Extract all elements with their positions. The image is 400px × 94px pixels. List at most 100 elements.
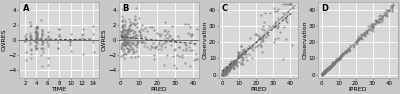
Point (34, 35, 40, 36)
Point (130, 36, 136, 37)
Point (227, 64, 234, 66)
Point (326, 67, 332, 69)
Point (220, 70, 226, 72)
Point (240, 54, 247, 55)
Point (119, 30, 126, 32)
Point (122, 43, 128, 44)
Point (358, 36, 364, 37)
Point (225, 66, 232, 67)
Point (125, 43, 131, 45)
Point (34, 32, 40, 34)
Point (275, 25, 282, 27)
Point (122, 33, 128, 34)
Point (254, 45, 260, 47)
Point (378, 15, 385, 17)
Point (250, 49, 256, 51)
Point (282, 17, 288, 19)
Point (141, 45, 148, 47)
Point (224, 73, 230, 74)
Point (55, 33, 62, 34)
Point (327, 65, 334, 66)
Point (220, 73, 226, 74)
Point (373, 20, 380, 21)
Point (158, 45, 165, 47)
Point (136, 30, 142, 32)
Point (333, 59, 340, 60)
Point (357, 37, 363, 38)
Point (233, 59, 239, 60)
Point (319, 74, 325, 75)
Y-axis label: CWRES: CWRES (2, 29, 7, 51)
Point (44, 36, 51, 37)
Point (220, 74, 226, 75)
Point (34, 27, 40, 28)
X-axis label: TIME: TIME (52, 87, 67, 92)
Point (230, 64, 236, 65)
Point (224, 67, 230, 69)
Point (122, 41, 128, 42)
Point (188, 40, 194, 42)
Point (27, 32, 34, 33)
Point (334, 60, 340, 61)
Point (130, 32, 136, 34)
Point (248, 46, 255, 48)
Point (127, 38, 133, 39)
Point (139, 24, 145, 25)
Point (121, 28, 128, 29)
Point (123, 44, 130, 46)
Point (223, 70, 229, 72)
Point (320, 72, 327, 73)
Point (326, 66, 333, 68)
Point (235, 54, 242, 55)
Point (230, 62, 236, 64)
Point (45, 46, 51, 47)
Point (182, 44, 189, 45)
Point (125, 32, 131, 34)
Point (260, 40, 266, 42)
Point (323, 71, 329, 72)
Point (239, 56, 245, 58)
Point (322, 71, 328, 72)
Point (388, 9, 395, 10)
Point (346, 48, 352, 50)
Point (221, 70, 227, 72)
Point (344, 51, 350, 52)
Point (219, 72, 226, 73)
Point (273, 24, 280, 26)
Point (330, 62, 337, 63)
Point (335, 59, 342, 60)
Point (39, 48, 45, 50)
Point (383, 15, 389, 16)
Point (194, 29, 200, 30)
Point (220, 71, 226, 72)
Point (365, 26, 371, 27)
Point (120, 25, 126, 27)
Point (342, 50, 348, 51)
Point (125, 38, 131, 39)
Point (231, 67, 238, 69)
Point (372, 19, 378, 21)
Point (125, 29, 131, 30)
Point (319, 74, 325, 75)
Point (252, 46, 258, 47)
Point (221, 69, 228, 71)
Point (163, 54, 170, 55)
Point (331, 63, 338, 64)
Point (161, 65, 168, 66)
Point (68, 33, 74, 34)
Point (55, 28, 62, 29)
Point (123, 42, 130, 44)
Point (124, 48, 131, 50)
Point (80, 33, 86, 34)
Point (334, 59, 340, 60)
Point (56, 36, 62, 37)
Point (126, 49, 133, 51)
Point (150, 42, 156, 43)
Point (323, 70, 329, 71)
Point (379, 20, 385, 21)
Point (331, 62, 337, 63)
Point (228, 67, 234, 69)
Point (278, 16, 285, 18)
Point (356, 38, 362, 40)
Point (272, 38, 278, 40)
